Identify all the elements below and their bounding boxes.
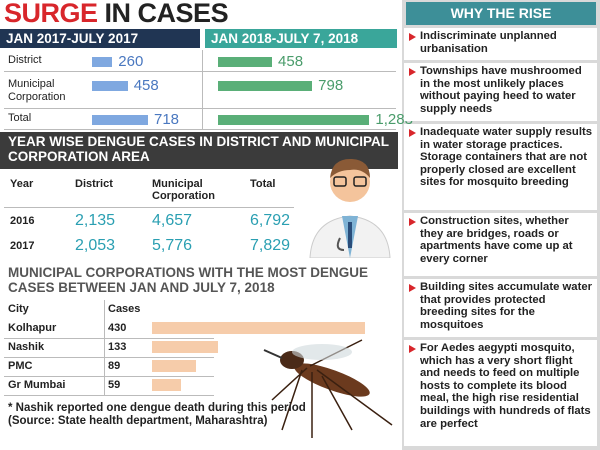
bar (92, 115, 148, 125)
table-header: Municipal Corporation (152, 178, 215, 202)
mosquito-illustration (263, 339, 393, 438)
reason: Indiscriminate unplanned urbanisation (404, 28, 597, 60)
rule (4, 395, 214, 396)
rule (4, 71, 396, 72)
table-cell: 2,053 (75, 237, 116, 254)
cases: 430 (108, 322, 127, 334)
table-header: District (75, 178, 113, 190)
cases: 89 (108, 360, 121, 372)
table-cell: 5,776 (152, 237, 193, 254)
rule (4, 376, 214, 377)
cases: 59 (108, 379, 121, 391)
reason: For Aedes aegypti mosquito, which has a … (404, 340, 597, 446)
section-heading: MUNICIPAL CORPORATIONS WITH THE MOST DEN… (8, 265, 368, 295)
period-header: JAN 2018-JULY 7, 2018 (205, 29, 397, 48)
notes: * Nashik reported one dengue death durin… (8, 402, 308, 428)
reason: Inadequate water supply results in water… (404, 124, 597, 210)
value-label: 260 (118, 53, 144, 70)
value-label: 458 (278, 53, 304, 70)
reason: Building sites accumulate water that pro… (404, 279, 597, 337)
bar (152, 379, 182, 391)
doctor-illustration (309, 158, 391, 258)
table-cell: 7,829 (250, 237, 291, 254)
title: SURGE IN CASES (4, 0, 229, 29)
section-heading: YEAR WISE DENGUE CASES IN DISTRICT AND M… (0, 132, 398, 169)
reason: Construction sites, whether they are bri… (404, 213, 597, 276)
table-header: Year (10, 178, 34, 190)
city: Kolhapur (8, 322, 57, 334)
bar (152, 322, 365, 334)
table-cell: 2,135 (75, 212, 116, 229)
reasons-heading: WHY THE RISE (406, 2, 596, 25)
title-rest: IN CASES (104, 0, 229, 28)
table-cell: 6,792 (250, 212, 291, 229)
bar (218, 57, 273, 67)
title-highlight: SURGE (4, 0, 98, 28)
city: Gr Mumbai (8, 379, 66, 391)
table-cell: 2017 (10, 240, 35, 252)
cases: 133 (108, 341, 127, 353)
value-label: 458 (133, 77, 159, 94)
bar (152, 360, 197, 372)
rule (4, 108, 396, 109)
rule (4, 207, 294, 208)
value-label: 718 (154, 111, 180, 128)
row-label: District (8, 54, 42, 66)
rule (4, 338, 214, 339)
bar (92, 57, 113, 67)
city: PMC (8, 360, 33, 372)
bar (152, 341, 218, 353)
value-label: 798 (318, 77, 344, 94)
divider (202, 50, 203, 130)
note: * Nashik reported one dengue death durin… (8, 402, 306, 414)
note: (Source: State health department, Mahara… (8, 415, 268, 427)
rule (4, 357, 214, 358)
divider (104, 300, 105, 395)
table-cell: 4,657 (152, 212, 193, 229)
bar (218, 115, 370, 125)
value-label: 1,283 (375, 111, 413, 128)
bar (92, 81, 128, 91)
bar (218, 81, 313, 91)
period-header: JAN 2017-JULY 2017 (0, 29, 200, 48)
row-label: Total (8, 112, 32, 124)
table-header: City (8, 303, 29, 315)
city: Nashik (8, 341, 45, 353)
table-header: Total (250, 178, 276, 190)
rule (4, 129, 396, 130)
reason: Townships have mushroomed in the most un… (404, 63, 597, 121)
table-cell: 2016 (10, 215, 35, 227)
row-label: Municipal Corporation (8, 78, 66, 103)
table-header: Cases (108, 303, 141, 315)
